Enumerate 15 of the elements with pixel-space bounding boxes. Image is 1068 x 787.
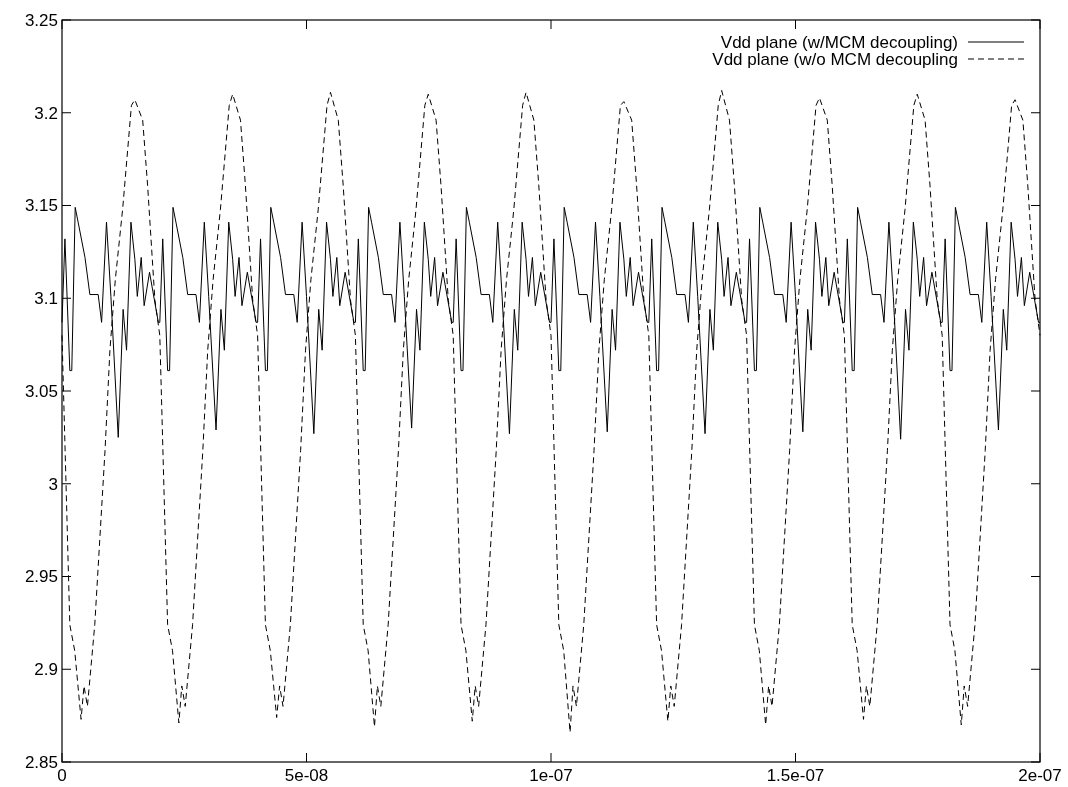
y-tick-label: 3.25 bbox=[24, 10, 58, 30]
x-tick-label: 1.5e-07 bbox=[766, 766, 825, 785]
y-tick-label: 3.2 bbox=[34, 103, 58, 123]
y-tick-label: 2.85 bbox=[24, 752, 58, 772]
y-tick-label: 3 bbox=[48, 474, 58, 494]
x-tick-label: 2e-07 bbox=[1018, 766, 1062, 785]
y-tick-label: 3.15 bbox=[24, 196, 58, 216]
x-tick-label: 0 bbox=[57, 766, 67, 785]
x-tick-label: 5e-08 bbox=[284, 766, 329, 785]
y-tick-label: 2.9 bbox=[34, 660, 58, 680]
y-tick-label: 2.95 bbox=[24, 567, 58, 587]
x-tick-label: 1e-07 bbox=[529, 766, 573, 785]
y-tick-label: 3.1 bbox=[34, 289, 58, 309]
y-tick-label: 3.05 bbox=[24, 381, 58, 401]
legend-label: Vdd plane (w/MCM decoupling) bbox=[720, 32, 958, 52]
